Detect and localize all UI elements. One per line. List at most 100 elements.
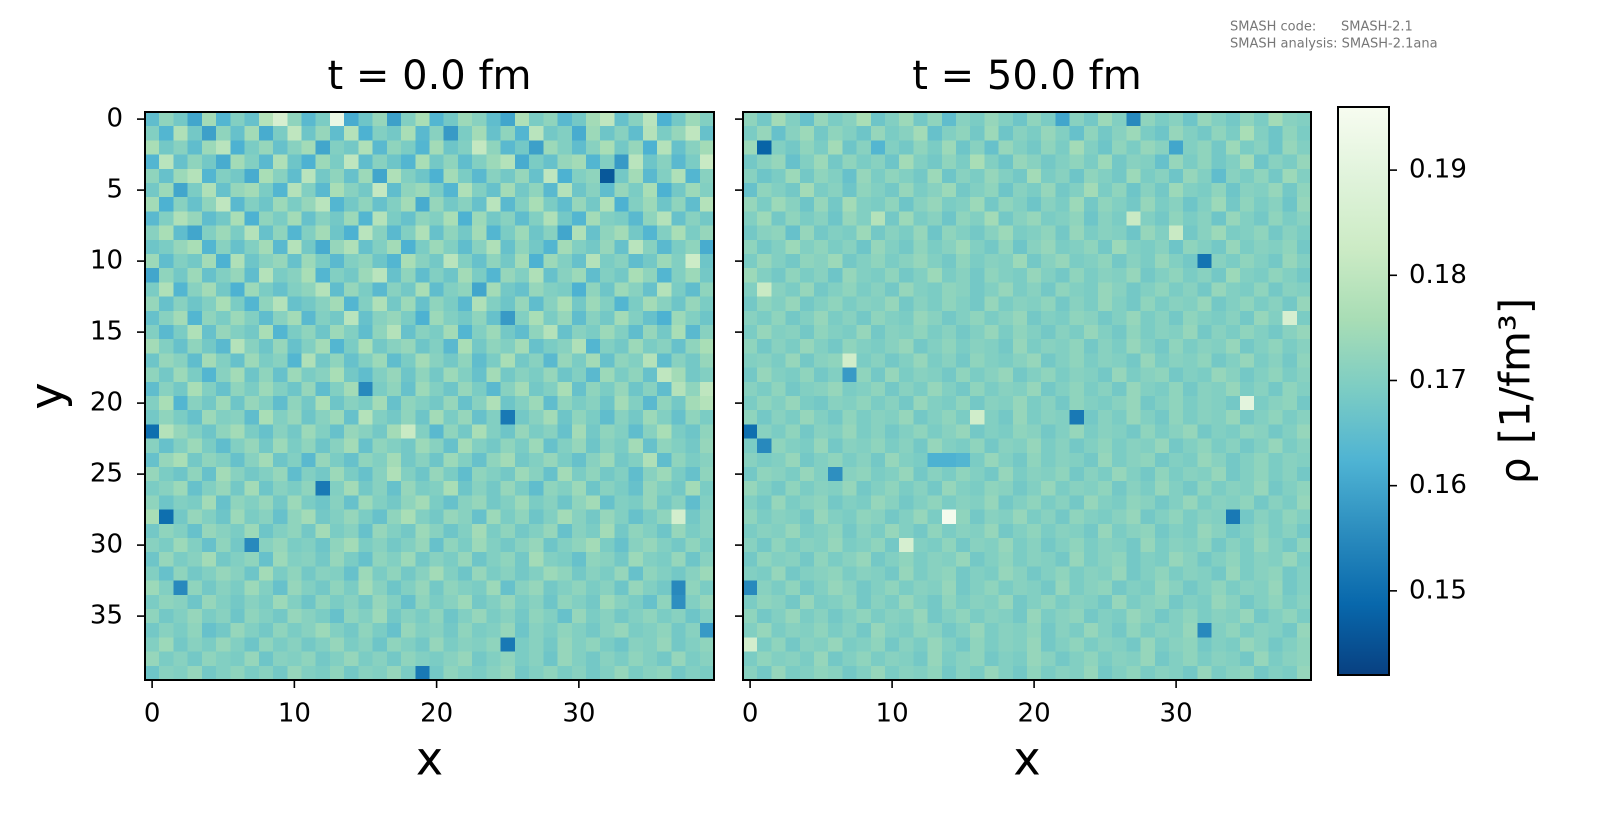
cell bbox=[529, 452, 544, 468]
cell bbox=[970, 367, 985, 383]
cell bbox=[1240, 552, 1255, 567]
x-tick-label: 30 bbox=[1160, 699, 1193, 729]
cell bbox=[287, 310, 302, 326]
cell bbox=[1169, 225, 1184, 241]
cell bbox=[842, 225, 858, 241]
cell bbox=[628, 282, 644, 298]
cell bbox=[1282, 254, 1298, 269]
cell bbox=[1041, 353, 1056, 369]
cell bbox=[1211, 609, 1227, 624]
cell bbox=[1240, 594, 1255, 610]
cell bbox=[145, 665, 160, 681]
cell bbox=[500, 282, 516, 298]
cell bbox=[1069, 310, 1085, 326]
cell bbox=[145, 396, 160, 411]
cell bbox=[998, 452, 1014, 468]
cell bbox=[998, 296, 1014, 312]
cell bbox=[500, 552, 516, 567]
cell bbox=[258, 225, 274, 241]
cell bbox=[1112, 495, 1127, 511]
cell bbox=[814, 410, 829, 425]
cell bbox=[743, 424, 758, 440]
cell bbox=[1197, 495, 1213, 511]
cell bbox=[443, 651, 459, 667]
cell bbox=[514, 310, 530, 326]
cell bbox=[1154, 282, 1170, 298]
cell bbox=[258, 154, 274, 170]
cell bbox=[642, 126, 658, 141]
cell bbox=[1197, 538, 1213, 553]
cell bbox=[1041, 495, 1056, 511]
cell bbox=[1169, 509, 1184, 525]
cell bbox=[415, 509, 430, 525]
cell bbox=[956, 580, 971, 596]
cell bbox=[1012, 523, 1028, 539]
cell bbox=[1027, 396, 1042, 411]
cell bbox=[1041, 239, 1056, 255]
cell bbox=[685, 296, 701, 312]
cell bbox=[201, 523, 217, 539]
cell bbox=[699, 594, 715, 610]
cell bbox=[927, 424, 943, 440]
cell bbox=[1083, 325, 1099, 340]
cell bbox=[216, 552, 231, 567]
cell bbox=[1268, 112, 1284, 127]
cell bbox=[956, 211, 971, 227]
cell bbox=[941, 566, 957, 582]
cell bbox=[1197, 467, 1213, 482]
cell bbox=[1083, 452, 1099, 468]
cell bbox=[1069, 523, 1085, 539]
cell bbox=[173, 126, 189, 141]
cell bbox=[743, 452, 758, 468]
cell bbox=[1083, 154, 1099, 170]
cell bbox=[927, 168, 943, 184]
cell bbox=[372, 239, 388, 255]
cell bbox=[1197, 168, 1213, 184]
cell bbox=[273, 580, 288, 596]
cell bbox=[287, 353, 302, 369]
cell bbox=[1041, 452, 1056, 468]
cell bbox=[956, 296, 971, 312]
cell bbox=[927, 509, 943, 525]
cell bbox=[1183, 310, 1198, 326]
cell bbox=[771, 538, 787, 553]
cell bbox=[187, 538, 203, 553]
cell bbox=[585, 467, 601, 482]
cell bbox=[856, 552, 872, 567]
cell bbox=[571, 197, 587, 212]
cell bbox=[1154, 211, 1170, 227]
cell bbox=[1282, 168, 1298, 184]
cell bbox=[927, 367, 943, 383]
cell bbox=[1240, 140, 1255, 156]
cell bbox=[1140, 594, 1156, 610]
cell bbox=[1083, 438, 1099, 454]
cell bbox=[699, 239, 715, 255]
cell bbox=[1254, 609, 1269, 624]
cell bbox=[1211, 538, 1227, 553]
cell bbox=[258, 254, 274, 269]
cell bbox=[500, 594, 516, 610]
cell bbox=[287, 665, 302, 681]
cell bbox=[600, 183, 615, 198]
cell bbox=[372, 396, 388, 411]
cell bbox=[1126, 609, 1142, 624]
cell bbox=[486, 310, 502, 326]
cell bbox=[500, 452, 516, 468]
x-tick-label: 20 bbox=[1018, 699, 1051, 729]
cell bbox=[899, 424, 914, 440]
cell bbox=[899, 665, 914, 681]
cell bbox=[386, 609, 402, 624]
cell bbox=[244, 396, 260, 411]
cell bbox=[173, 197, 189, 212]
cell bbox=[828, 396, 843, 411]
cell bbox=[685, 339, 701, 354]
cell bbox=[885, 452, 900, 468]
cell bbox=[699, 254, 715, 269]
cell bbox=[344, 254, 359, 269]
cell bbox=[856, 353, 872, 369]
cell bbox=[657, 594, 672, 610]
cell bbox=[956, 467, 971, 482]
cell bbox=[870, 140, 886, 156]
cell bbox=[514, 367, 530, 383]
cell bbox=[472, 552, 487, 567]
